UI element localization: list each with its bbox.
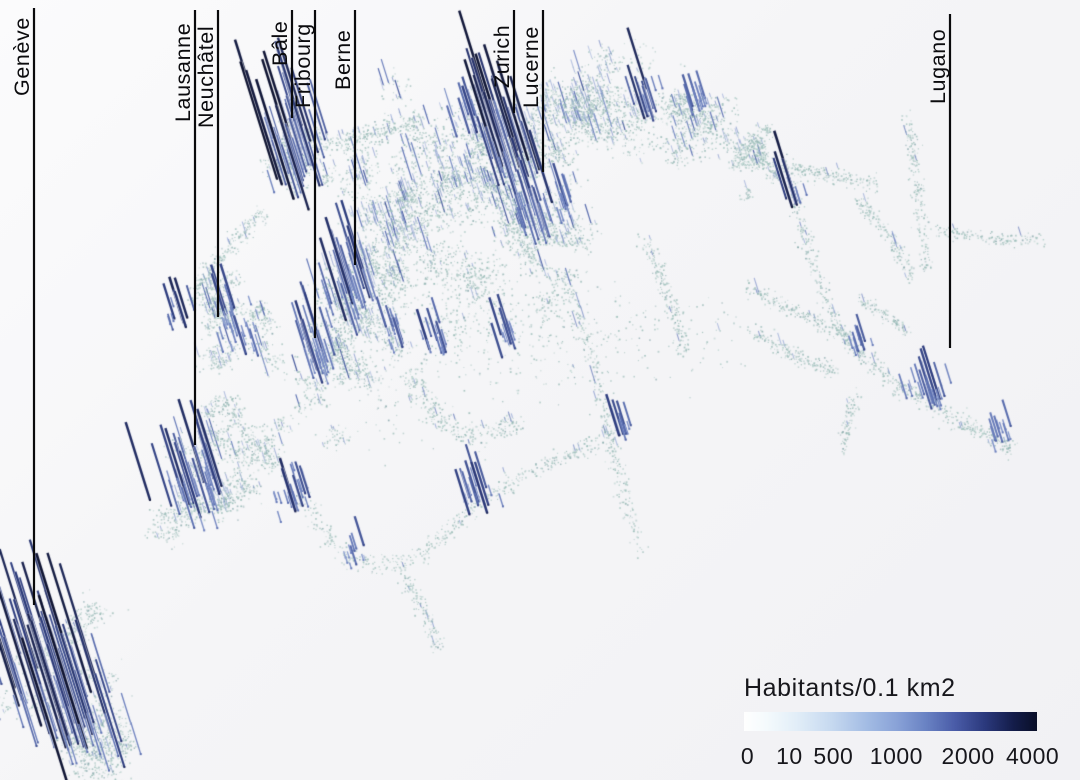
legend-title: Habitants/0.1 km2 (744, 674, 956, 702)
legend-tick-4000: 4000 (1006, 743, 1060, 769)
legend: Habitants/0.1 km2 0 10 500 1000 2000 4000 (740, 674, 1059, 769)
legend-tick-0: 0 (740, 743, 755, 769)
legend-tick-1000: 1000 (869, 743, 923, 769)
legend-gradient-bar (744, 712, 1037, 731)
legend-tick-500: 500 (813, 743, 854, 769)
legend-tick-2000: 2000 (941, 743, 995, 769)
legend-tick-labels: 0 10 500 1000 2000 4000 (740, 743, 1059, 769)
legend-tick-10: 10 (776, 743, 803, 769)
